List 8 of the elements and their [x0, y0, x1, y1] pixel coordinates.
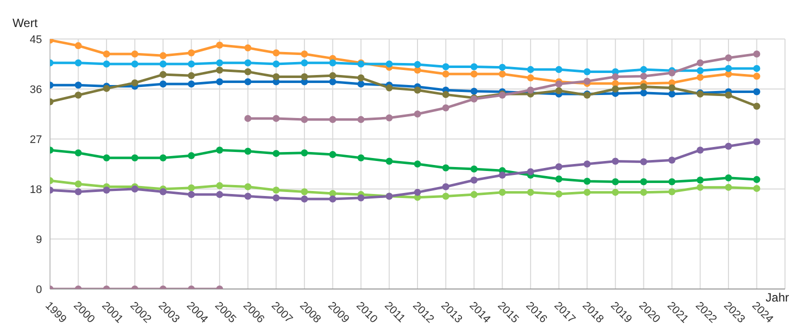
y-tick-label: 0 [36, 284, 42, 296]
x-axis-title: Jahr [766, 290, 790, 305]
y-tick-label: 36 [30, 84, 42, 96]
y-tick-label: 9 [36, 234, 42, 246]
y-tick-label: 27 [30, 134, 42, 146]
y-tick-label: 18 [30, 184, 42, 196]
y-tick-label: 45 [30, 34, 42, 46]
y-axis-title: Wert [12, 16, 38, 30]
